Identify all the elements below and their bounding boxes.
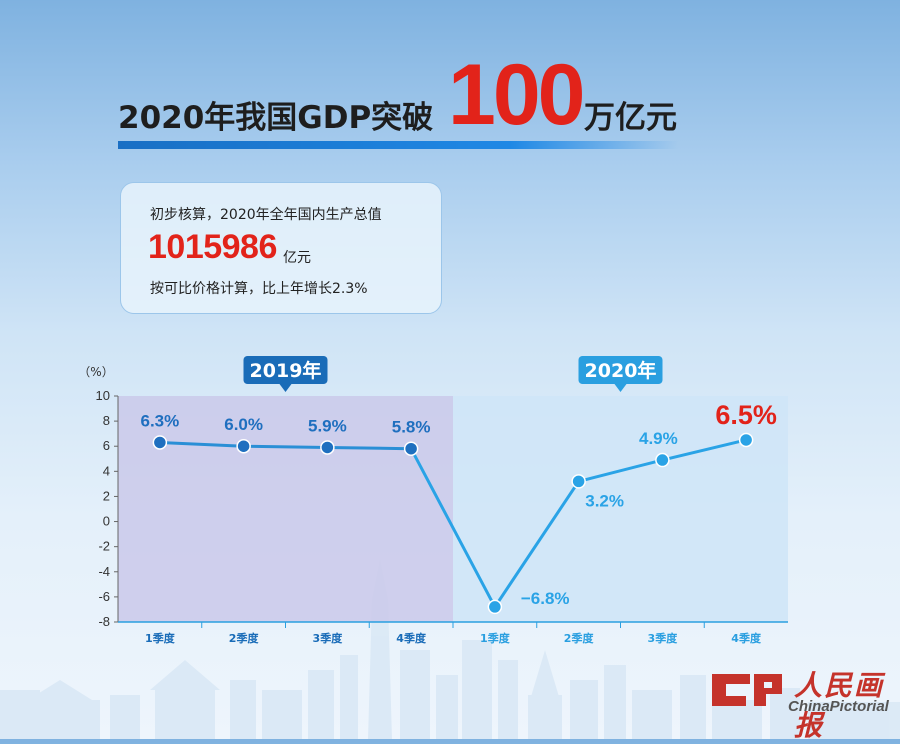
y-tick-label: -8 [98,614,110,629]
year-2019-badge-pointer [279,384,292,392]
x-tick-label: 3季度 [648,631,679,645]
data-label: 6.5% [715,400,777,430]
data-point [487,599,503,615]
data-point [571,474,586,489]
x-tick-label: 4季度 [396,631,427,645]
x-tick-label: 1季度 [145,631,176,645]
gdp-total-unit: 亿元 [283,250,311,266]
summary-line-3: 按可比价格计算，比上年增长2.3% [150,281,368,297]
headline-suffix: 万亿元 [584,100,677,136]
x-tick-label: 4季度 [731,631,762,645]
y-tick-label: 8 [103,413,110,428]
x-tick-label: 2季度 [229,631,260,645]
x-tick-label: 3季度 [313,631,344,645]
data-point [655,452,670,468]
gdp-summary-card: 初步核算，2020年全年国内生产总值 1015986 亿元 按可比价格计算，比上… [120,182,442,314]
summary-line-1: 初步核算，2020年全年国内生产总值 [150,207,382,223]
data-label: −6.8% [521,589,570,608]
data-point [403,441,419,456]
year-2020-badge [578,356,663,384]
data-label: 5.8% [392,418,431,437]
logo-name-en: ChinaPictorial [788,698,889,715]
y-tick-label: -2 [98,539,110,554]
y-tick-label: 0 [103,514,110,529]
panel-2019 [118,396,453,622]
data-point [738,432,754,448]
data-label: 6.0% [224,415,263,434]
year-2020-badge-label: 2020年 [585,359,657,382]
headline-number: 100 [448,47,585,143]
data-point [152,435,168,450]
series-line-2019 [159,440,412,451]
y-tick-label: 2 [103,488,110,503]
year-2019-badge-label: 2019年 [250,359,322,382]
headline-underline [118,141,678,149]
data-label: 6.3% [141,411,180,430]
y-tick-label: -6 [98,589,110,604]
y-tick-label: 4 [103,463,110,478]
logo-name-cn: 人民画报 [794,669,885,742]
y-axis-label: （%） [78,365,113,379]
year-2019-badge [243,356,328,384]
headline: 2020年我国GDP突破 100 万亿元 [118,52,698,152]
data-point [236,438,251,454]
data-label: 3.2% [585,491,624,510]
data-label: 4.9% [639,429,678,448]
x-tick-label: 2季度 [564,631,595,645]
data-point [320,440,335,455]
year-2020-badge-pointer [614,384,627,392]
y-tick-label: -4 [98,564,110,579]
y-tick-label: 6 [103,438,110,453]
china-pictorial-logo: 人民画报 ChinaPictorial [706,664,896,742]
y-tick-label: 10 [96,388,110,403]
headline-prefix: 2020年我国GDP突破 [118,100,434,136]
x-tick-label: 1季度 [480,631,511,645]
data-label: 5.9% [308,416,347,435]
china-pictorial-logo-icon [712,674,782,706]
gdp-total-value: 1015986 [148,228,277,266]
